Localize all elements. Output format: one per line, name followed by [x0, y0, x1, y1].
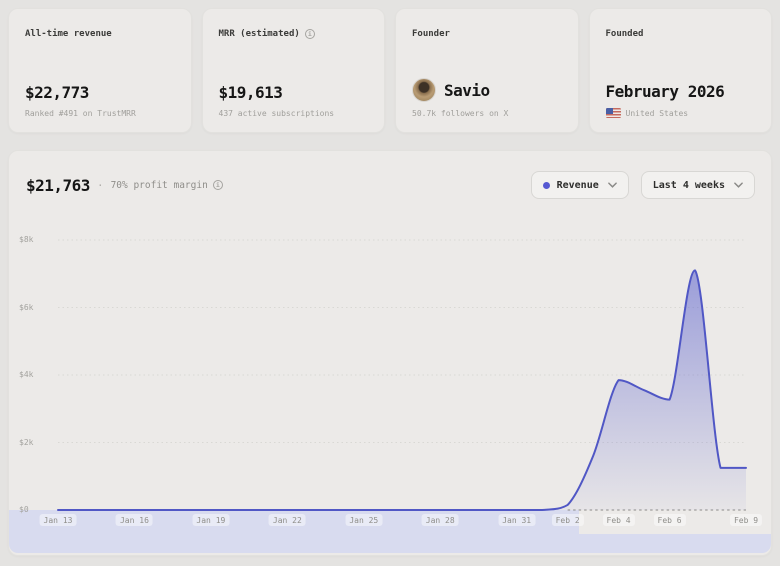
followers-label: 50.7k followers on X [412, 109, 509, 118]
x-axis-tick-label: Jan 19 [192, 514, 230, 526]
founder-name: Savio [444, 80, 490, 100]
range-select-label: Last 4 weeks [652, 179, 725, 191]
country-label: United States [625, 108, 689, 118]
stat-label: MRR (estimated) i [219, 29, 369, 39]
y-axis-tick-label: $4k [19, 370, 34, 379]
separator-dot: · [96, 178, 104, 192]
chevron-down-icon [734, 182, 743, 188]
stat-subtext: Ranked #491 on TrustMRR [25, 109, 175, 118]
stat-card-founder: Founder Savio 50.7k followers on X [395, 8, 579, 133]
x-axis-tick-label: Jan 16 [115, 514, 153, 526]
stat-label-text: Founded [605, 29, 644, 39]
country-row: United States [605, 108, 756, 118]
chevron-down-icon [607, 182, 617, 188]
axis-highlight-band [9, 510, 579, 538]
info-icon[interactable]: i [304, 29, 315, 39]
stat-label-text: MRR (estimated) [218, 29, 300, 39]
chart-controls: Revenue Last 4 weeks [530, 171, 755, 199]
x-axis-tick-label: Feb 9 [729, 514, 763, 526]
stat-card-all-time-revenue: All-time revenue $22,773 Ranked #491 on … [8, 8, 192, 133]
chart-header: $21,763 · 70% profit margin i Revenue La… [26, 165, 755, 205]
profit-margin-label: 70% profit margin i [111, 180, 223, 191]
stat-label: Founded [606, 29, 756, 39]
stat-cards-row: All-time revenue $22,773 Ranked #491 on … [8, 8, 772, 133]
stat-subtext: 50.7k followers on X [412, 109, 562, 118]
series-select-dropdown[interactable]: Revenue [530, 171, 629, 199]
x-axis-tick-label: Feb 4 [602, 514, 635, 526]
series-select-label: Revenue [556, 179, 599, 191]
stat-subtext-label: Ranked #491 on TrustMRR [25, 109, 136, 118]
y-axis-tick-label: $2k [19, 437, 34, 447]
stat-card-mrr: MRR (estimated) i $19,613 437 active sub… [201, 8, 385, 133]
stat-value-text: $19,613 [218, 83, 283, 102]
chart-period-total: $21,763 [26, 175, 90, 195]
stat-value: $22,773 [25, 83, 175, 102]
founder-avatar[interactable] [412, 78, 436, 102]
x-axis-tick-label: Feb 2 [551, 514, 584, 526]
timeline-scrubber-strip[interactable] [9, 534, 771, 553]
founder-row: Savio [412, 78, 562, 102]
stat-label: Founder [412, 29, 562, 39]
revenue-chart-card: $21,763 · 70% profit margin i Revenue La… [8, 150, 772, 556]
stat-label-text: All-time revenue [25, 29, 112, 39]
x-axis-tick-label: Jan 31 [498, 514, 536, 526]
range-select-dropdown[interactable]: Last 4 weeks [640, 171, 755, 199]
us-flag-icon [605, 108, 621, 118]
stat-subtext-label: 437 active subscriptions [218, 109, 335, 118]
revenue-area-chart[interactable]: $0 $2k $4k $6k $8k Jan 13 Jan 16 Jan 19 Jan 22 Ja… [9, 151, 771, 555]
stat-subtext: 437 active subscriptions [219, 109, 369, 118]
x-axis-tick-label: Jan 25 [345, 514, 383, 526]
x-axis-tick-label: Jan 13 [39, 514, 77, 526]
x-axis-tick-label: Feb 6 [653, 514, 686, 526]
stat-label-text: Founder [412, 29, 450, 39]
x-axis-tick-label: Jan 22 [268, 514, 306, 526]
y-axis-tick-label: $6k [19, 302, 34, 312]
stat-label: All-time revenue [25, 29, 175, 39]
founded-date: February 2026 [605, 82, 725, 101]
stat-value: February 2026 [606, 82, 756, 101]
info-icon[interactable]: i [212, 180, 223, 190]
stat-card-founded: Founded February 2026 United States [588, 8, 772, 133]
revenue-legend-dot [542, 181, 550, 189]
stat-value-text: $22,773 [25, 83, 89, 102]
x-axis-tick-label: Jan 28 [421, 514, 459, 526]
profit-margin-text: 70% profit margin [110, 179, 208, 191]
y-axis-tick-label: $8k [19, 235, 34, 244]
stat-value: $19,613 [219, 83, 369, 102]
y-axis-tick-label: $0 [19, 505, 29, 514]
